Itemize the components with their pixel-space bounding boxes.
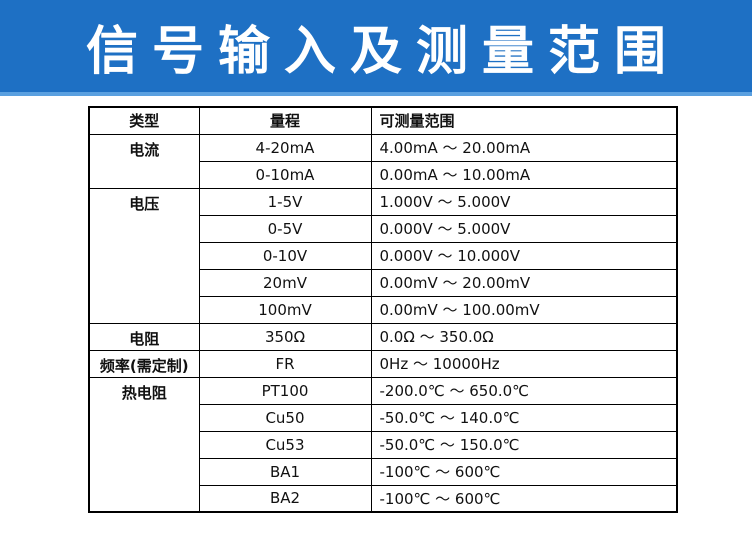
range-cell: Cu53 [198,430,372,459]
measure-cell: 0.00mV ～ 20.00mV [370,268,678,297]
column-header: 可测量范围 [370,106,678,135]
column-header: 类型 [88,106,200,135]
measure-cell: -100℃ ～ 600℃ [370,484,678,513]
table-row: 20mV 0.00mV ～ 20.00mV [89,268,678,297]
table-row: 0-10mA 0.00mA ～ 10.00mA [89,160,678,189]
table-row: 100mV 0.00mV ～ 100.00mV [89,295,678,324]
range-cell: 350Ω [198,322,372,351]
table-row: BA1 -100℃ ～ 600℃ [89,457,678,486]
table-row: Cu53 -50.0℃ ～ 150.0℃ [89,430,678,459]
measure-cell: 0Hz ～ 10000Hz [370,349,678,378]
range-cell: BA1 [198,457,372,486]
table-row: 电压 1-5V 1.000V ～ 5.000V [88,187,678,324]
measure-cell: -100℃ ～ 600℃ [370,457,678,486]
table-row: 电阻 350Ω 0.0Ω ～ 350.0Ω [88,322,678,351]
column-header: 量程 [198,106,372,135]
table-row: BA2 -100℃ ～ 600℃ [89,484,678,513]
range-cell: BA2 [198,484,372,513]
measure-cell: 0.00mA ～ 10.00mA [370,160,678,189]
range-cell: 0-10V [198,241,372,270]
measure-cell: -50.0℃ ～ 140.0℃ [370,403,678,432]
table-row: 0-5V 0.000V ～ 5.000V [89,214,678,243]
type-cell: 电阻 [88,322,200,351]
measure-cell: 0.00mV ～ 100.00mV [370,295,678,324]
table-row: 电流 4-20mA 4.00mA ～ 20.00mA [88,133,678,189]
type-cell: 热电阻 [88,376,200,513]
table-row: 0-10V 0.000V ～ 10.000V [89,241,678,270]
range-cell: PT100 [198,376,372,405]
measure-cell: 0.000V ～ 5.000V [370,214,678,243]
range-cell: 0-5V [198,214,372,243]
range-cell: FR [198,349,372,378]
range-cell: 0-10mA [198,160,372,189]
header-row: 类型 量程 可测量范围 [88,106,678,135]
table-row: 热电阻 PT100 -200.0℃ ～ 650.0℃ [88,376,678,513]
range-cell: 4-20mA [198,133,372,162]
table-row: 频率(需定制) FR 0Hz ～ 10000Hz [88,349,678,378]
measure-cell: 4.00mA ～ 20.00mA [370,133,678,162]
type-cell: 电压 [88,187,200,324]
range-cell: Cu50 [198,403,372,432]
range-cell: 20mV [198,268,372,297]
measure-cell: 1.000V ～ 5.000V [370,187,678,216]
measure-cell: 0.000V ～ 10.000V [370,241,678,270]
measure-cell: -50.0℃ ～ 150.0℃ [370,430,678,459]
table-row: Cu50 -50.0℃ ～ 140.0℃ [89,403,678,432]
type-cell: 频率(需定制) [88,349,200,378]
measure-cell: 0.0Ω ～ 350.0Ω [370,322,678,351]
type-cell: 电流 [88,133,200,189]
range-table: 类型 量程 可测量范围 电流 4-20mA 4.00mA ～ 20.00mA 0-10… [88,106,678,513]
title: 信号输入及测量范围 [85,21,680,82]
range-cell: 1-5V [198,187,372,216]
measure-cell: -200.0℃ ～ 650.0℃ [370,376,678,405]
range-cell: 100mV [198,295,372,324]
header-band: 信号输入及测量范围 [0,0,752,96]
